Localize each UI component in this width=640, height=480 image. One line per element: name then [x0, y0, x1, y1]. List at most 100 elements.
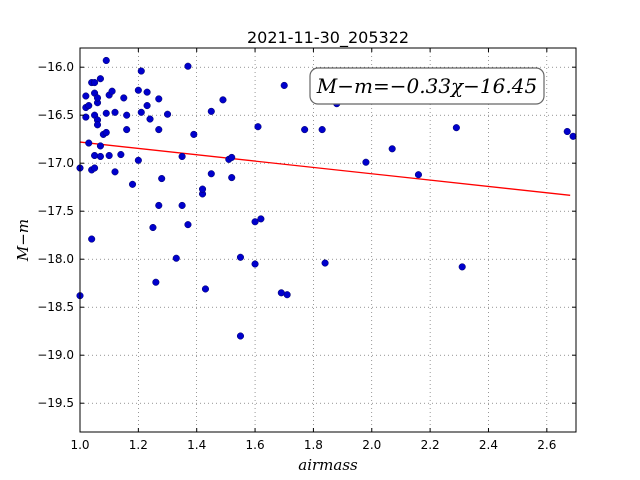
data-point: [91, 151, 99, 160]
y-tick-label: −18.0: [37, 252, 74, 266]
x-tick-label: 1.4: [187, 438, 206, 452]
data-point: [388, 145, 396, 153]
data-point: [102, 109, 110, 117]
x-tick-label: 1.0: [70, 438, 89, 452]
data-point: [117, 151, 125, 159]
data-point: [88, 235, 96, 243]
data-point: [82, 92, 90, 100]
data-point: [251, 218, 259, 226]
fit-line: [79, 141, 571, 196]
data-point: [134, 156, 142, 164]
data-point: [207, 107, 215, 115]
data-point: [362, 158, 370, 166]
x-axis-label: airmass: [298, 456, 358, 474]
data-points: [76, 56, 577, 340]
data-point: [128, 180, 137, 188]
data-point: [178, 152, 186, 161]
y-tick-label: −16.5: [37, 108, 74, 122]
data-point: [155, 126, 163, 134]
data-point: [152, 278, 160, 286]
data-point: [301, 126, 309, 134]
data-point: [257, 215, 265, 223]
x-ticks: 1.0 1.2 1.4 1.6 1.8 2.0 2.2 2.4 2.6: [70, 48, 556, 452]
data-point: [254, 123, 262, 131]
fit-annotation: M−m=−0.33χ−16.45: [309, 67, 545, 105]
data-point: [82, 113, 90, 121]
y-axis-label: M−m: [14, 219, 32, 262]
x-tick-label: 1.6: [246, 438, 265, 452]
y-tick-label: −17.0: [37, 156, 74, 170]
annotation-text: M−m=−0.33χ−16.45: [316, 74, 537, 98]
data-point: [93, 121, 102, 129]
data-point: [155, 201, 163, 209]
x-tick-label: 2.4: [479, 438, 498, 452]
data-point: [85, 102, 93, 110]
y-tick-label: −19.0: [37, 348, 74, 362]
data-point: [111, 108, 119, 116]
data-point: [146, 115, 154, 123]
data-point: [134, 86, 142, 94]
data-point: [158, 175, 166, 183]
data-point: [198, 185, 207, 193]
data-point: [184, 62, 192, 70]
data-point: [108, 87, 116, 95]
data-point: [123, 111, 131, 119]
data-point: [236, 253, 245, 261]
data-point: [163, 110, 172, 118]
data-point: [143, 88, 151, 96]
y-tick-label: −18.5: [37, 300, 74, 314]
data-point: [149, 223, 157, 232]
data-point: [123, 126, 131, 134]
data-point: [563, 127, 571, 136]
data-point: [452, 124, 460, 132]
y-tick-label: −16.0: [37, 60, 74, 74]
data-point: [184, 221, 192, 229]
x-tick-label: 2.6: [537, 438, 556, 452]
data-point: [91, 164, 99, 172]
data-point: [105, 151, 113, 160]
data-point: [318, 126, 326, 134]
data-point: [251, 260, 259, 268]
data-point: [280, 81, 288, 89]
data-point: [219, 96, 227, 104]
data-point: [137, 67, 145, 75]
data-point: [91, 79, 99, 87]
data-point: [172, 254, 180, 262]
data-point: [414, 171, 422, 179]
grid: [79, 48, 576, 432]
data-point: [458, 263, 466, 271]
data-point: [96, 152, 104, 161]
data-point: [228, 174, 236, 182]
annotation-box: [309, 67, 545, 105]
data-point: [321, 259, 329, 267]
y-ticks: −16.0 −16.5 −17.0 −17.5 −18.0 −18.5 −19.0 −19.5: [37, 60, 576, 410]
data-point: [111, 168, 119, 176]
x-tick-label: 2.2: [421, 438, 440, 452]
data-point: [228, 153, 236, 161]
data-point: [190, 130, 198, 138]
data-point: [120, 94, 128, 102]
data-point: [96, 142, 104, 150]
chart-title: 2021-11-30_205322: [247, 28, 409, 48]
data-point: [137, 108, 145, 116]
data-point: [236, 332, 245, 340]
data-point: [96, 75, 104, 83]
data-point: [201, 285, 210, 293]
data-point: [85, 139, 93, 147]
data-point: [178, 201, 186, 209]
data-point: [283, 291, 291, 299]
y-tick-label: −17.5: [37, 204, 74, 218]
x-tick-label: 1.8: [304, 438, 323, 452]
x-tick-label: 2.0: [362, 438, 381, 452]
y-tick-label: −19.5: [37, 396, 74, 410]
data-point: [143, 102, 151, 110]
data-point: [569, 132, 577, 140]
data-point: [102, 56, 110, 65]
x-tick-label: 1.2: [129, 438, 148, 452]
data-point: [155, 95, 163, 103]
data-point: [93, 94, 102, 102]
plot-frame: [79, 47, 577, 433]
data-point: [102, 128, 110, 137]
data-point: [207, 170, 215, 178]
